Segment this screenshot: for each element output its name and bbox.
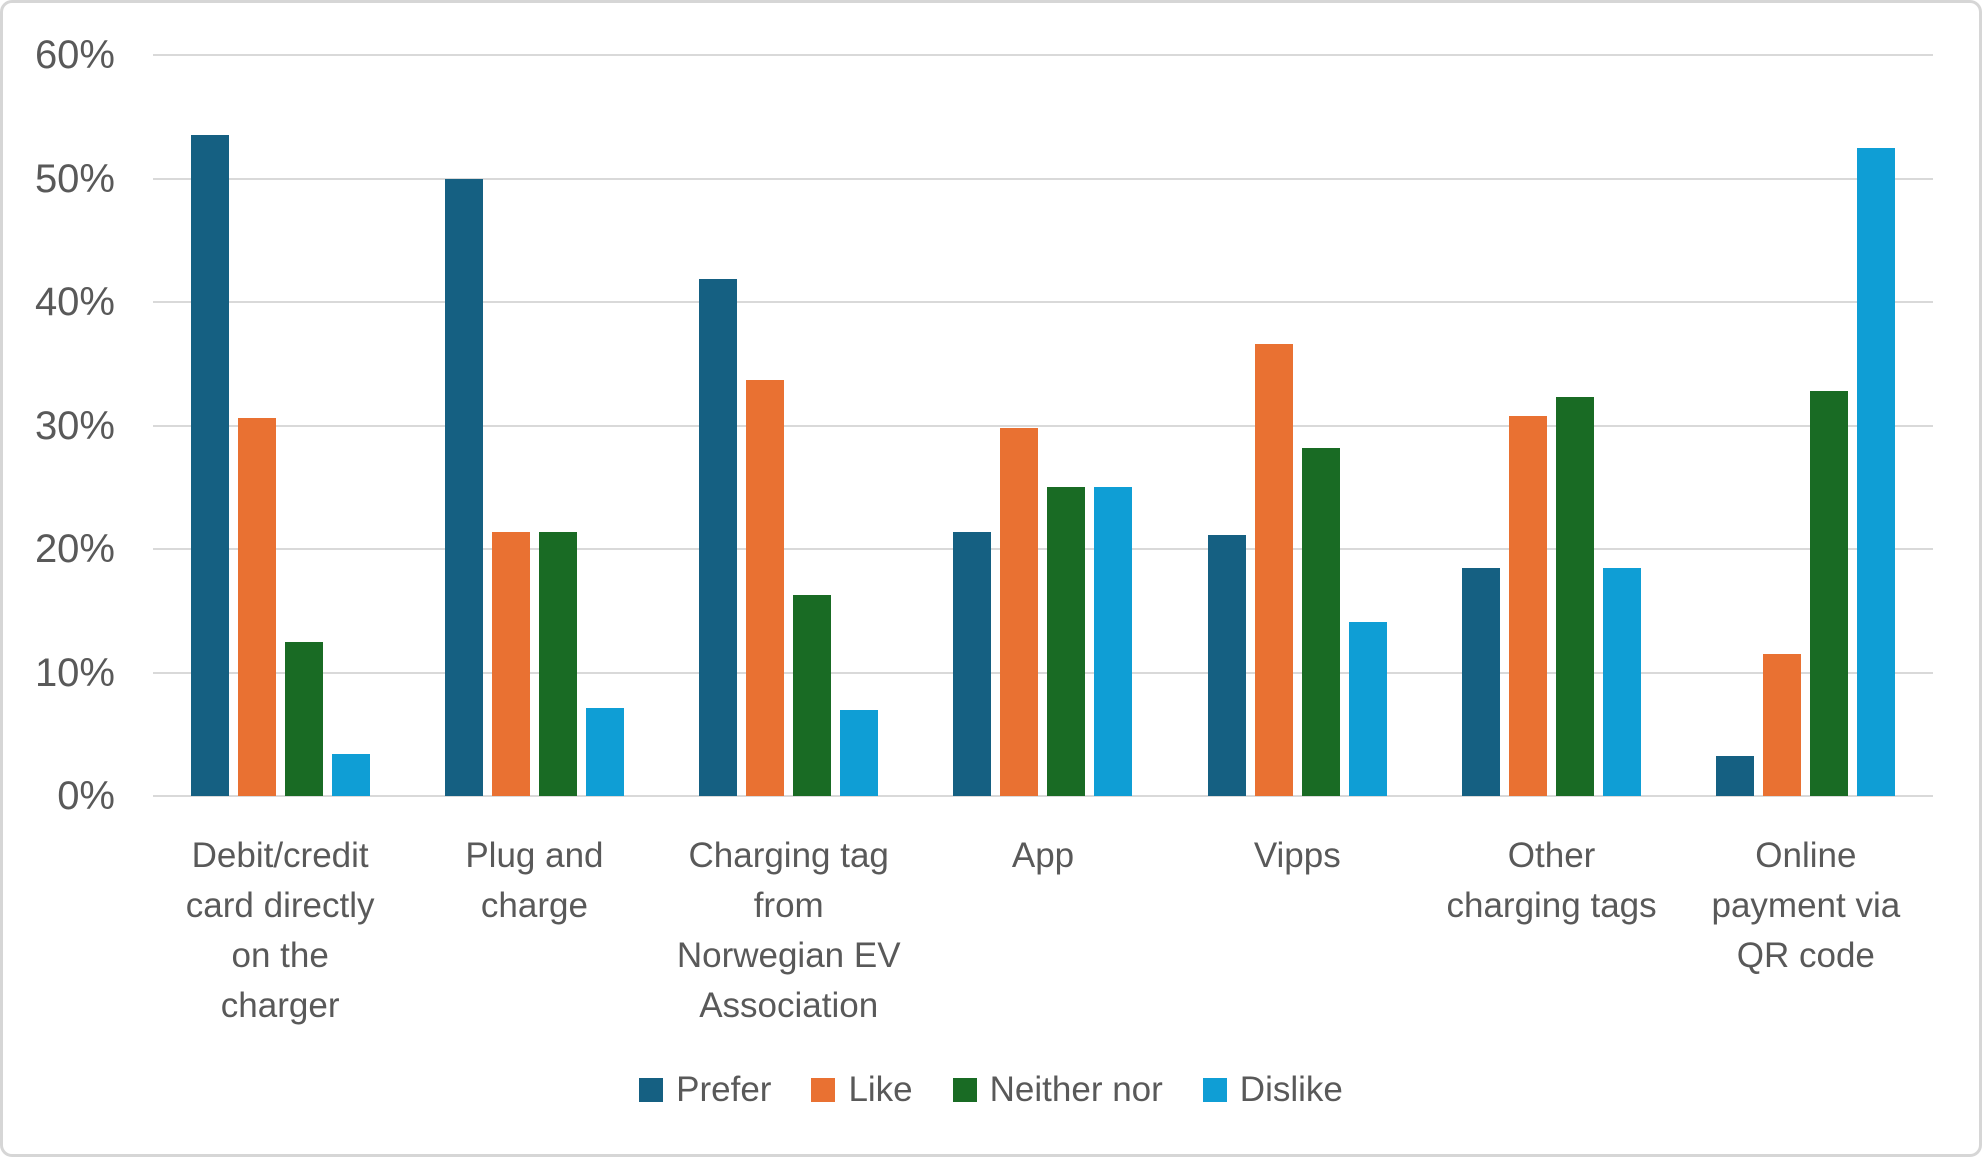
bar-neither-nor-cat0: [284, 641, 323, 796]
y-tick-label-40: 40%: [34, 280, 115, 324]
x-category-label-6: Online payment via QR code: [1711, 836, 1901, 975]
bar-neither-nor-cat1: [538, 531, 577, 796]
y-tick-label-60: 60%: [34, 33, 115, 77]
legend-item-prefer: Prefer: [639, 1070, 771, 1110]
bar-dislike-cat6: [1857, 147, 1896, 796]
gridline-20: [153, 548, 1933, 550]
legend-marker-icon: [952, 1078, 977, 1102]
legend-item-dislike: Dislike: [1202, 1070, 1343, 1110]
bar-neither-nor-cat3: [1047, 487, 1086, 796]
legend-marker-icon: [1202, 1078, 1227, 1102]
y-tick-label-50: 50%: [34, 156, 115, 201]
gridline-0: [153, 795, 1933, 797]
x-category-label-0: Debit/credit card directly on the charge…: [185, 836, 375, 1025]
legend-label: Like: [848, 1070, 913, 1109]
gridline-40: [153, 301, 1933, 303]
legend-item-like: Like: [811, 1070, 913, 1110]
bar-like-cat6: [1763, 653, 1802, 796]
gridline-30: [153, 424, 1933, 427]
y-tick-label-10: 10%: [34, 650, 115, 695]
bar-prefer-cat1: [444, 178, 483, 796]
bar-neither-nor-cat4: [1301, 447, 1340, 796]
legend-label: Dislike: [1239, 1070, 1343, 1109]
legend-label: Neither nor: [989, 1070, 1163, 1109]
bar-group-3: [916, 55, 1170, 796]
bar-dislike-cat3: [1094, 487, 1133, 796]
legend-label: Prefer: [676, 1070, 772, 1109]
legend: Prefer Like Neither nor Dislike: [3, 1065, 1979, 1115]
x-category-label-2: Charging tag from Norwegian EV Associati…: [676, 836, 901, 1025]
x-category-label-5: Other charging tags: [1446, 836, 1657, 925]
y-tick-label-30: 30%: [34, 403, 115, 448]
gridline-50: [153, 177, 1933, 180]
x-category-label-1: Plug and charge: [465, 836, 604, 925]
bar-neither-nor-cat2: [793, 594, 832, 796]
y-tick-label-20: 20%: [34, 527, 115, 571]
bar-prefer-cat6: [1716, 756, 1755, 796]
bar-group-1: [407, 55, 661, 796]
bar-group-4: [1170, 55, 1424, 796]
bar-group-5: [1424, 55, 1678, 796]
gridline-10: [153, 671, 1933, 674]
bar-like-cat0: [237, 418, 276, 796]
y-axis: 0% 10% 20% 30% 40% 50% 60%: [3, 3, 115, 1154]
bar-group-0: [153, 55, 407, 796]
bar-prefer-cat4: [1207, 535, 1246, 796]
bar-like-cat5: [1509, 415, 1548, 796]
legend-marker-icon: [811, 1078, 836, 1102]
bar-dislike-cat4: [1348, 621, 1387, 796]
bar-like-cat2: [746, 379, 785, 796]
bar-group-2: [662, 55, 916, 796]
gridline-60: [153, 54, 1933, 56]
bar-neither-nor-cat5: [1556, 397, 1595, 796]
bar-like-cat3: [1000, 427, 1039, 796]
legend-marker-icon: [639, 1078, 664, 1102]
bar-group-6: [1679, 55, 1933, 796]
plot-area: [153, 54, 1933, 797]
x-category-label-4: Vipps: [1253, 836, 1341, 875]
bar-neither-nor-cat6: [1810, 390, 1849, 796]
bar-like-cat1: [491, 531, 530, 796]
legend-item-neither-nor: Neither nor: [952, 1070, 1163, 1110]
bar-dislike-cat1: [585, 708, 624, 796]
bar-prefer-cat5: [1462, 567, 1501, 796]
y-tick-label-0: 0%: [57, 774, 115, 818]
bar-like-cat4: [1254, 344, 1293, 796]
bar-dislike-cat5: [1603, 567, 1642, 796]
bar-prefer-cat2: [699, 278, 738, 796]
bar-dislike-cat2: [840, 709, 879, 796]
bar-prefer-cat3: [953, 531, 992, 796]
bar-dislike-cat0: [331, 754, 370, 796]
x-category-label-3: App: [1011, 836, 1075, 875]
bar-prefer-cat0: [190, 135, 229, 796]
